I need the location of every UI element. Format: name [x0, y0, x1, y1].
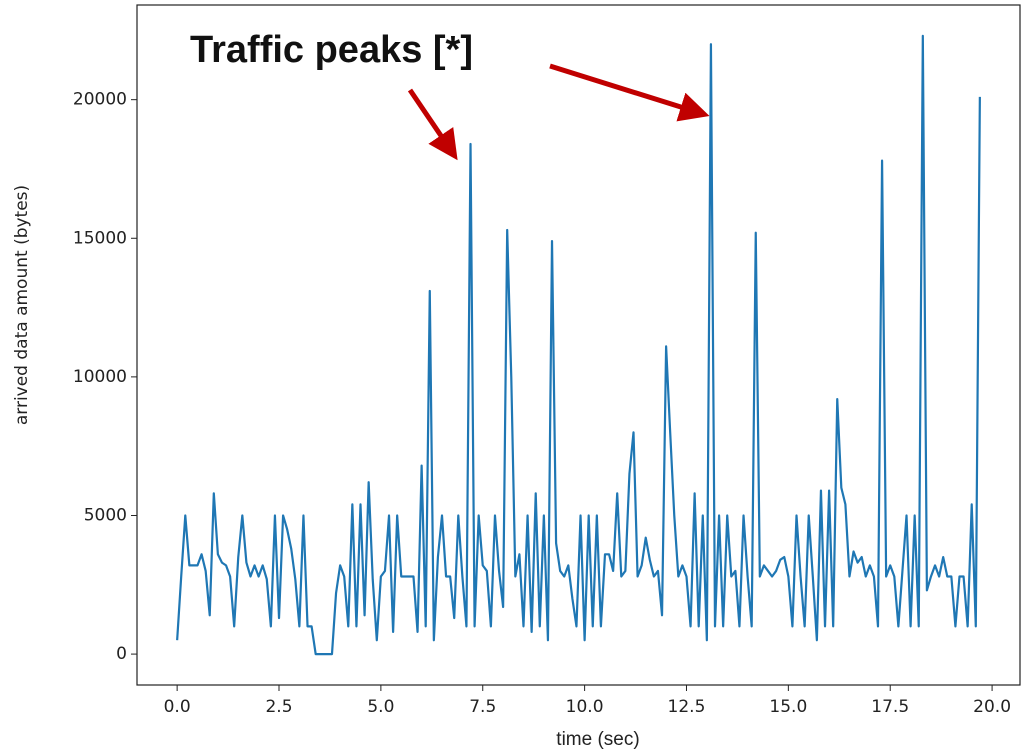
- y-axis-label: arrived data amount (bytes): [12, 185, 32, 425]
- y-tick-label: 20000: [73, 90, 127, 110]
- y-tick-label: 5000: [84, 505, 127, 525]
- arrow: [407, 88, 458, 161]
- x-tick-label: 5.0: [367, 697, 394, 717]
- x-tick-label: 15.0: [769, 697, 807, 717]
- x-tick-label: 17.5: [871, 697, 909, 717]
- y-tick-label: 10000: [73, 367, 127, 387]
- x-tick-label: 7.5: [469, 697, 496, 717]
- y-tick-label: 15000: [73, 228, 127, 248]
- annotation: Traffic peaks [*]: [190, 29, 473, 71]
- x-tick-label: 12.5: [668, 697, 706, 717]
- x-axis-label: time (sec): [556, 729, 639, 750]
- x-tick-label: 10.0: [566, 697, 604, 717]
- plot-frame: [136, 4, 1021, 686]
- y-tick-label: 0: [116, 644, 127, 664]
- x-tick-label: 20.0: [973, 697, 1011, 717]
- data-line: [176, 34, 981, 656]
- x-tick-label: 2.5: [265, 697, 292, 717]
- arrow: [549, 63, 710, 122]
- x-tick-label: 0.0: [164, 697, 191, 717]
